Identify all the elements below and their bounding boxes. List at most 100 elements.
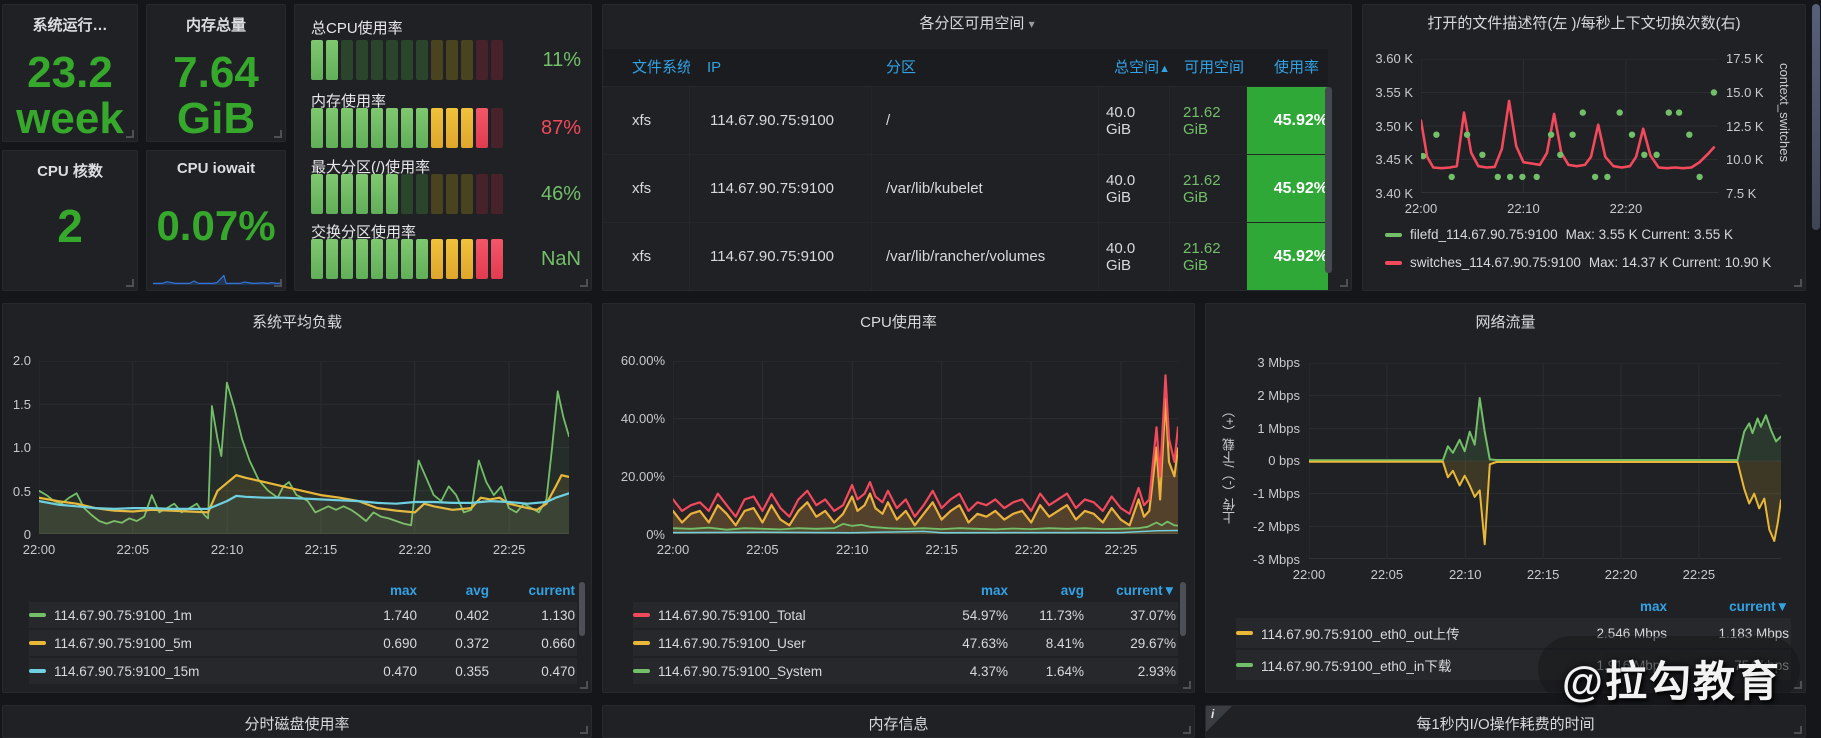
gauge-segment (416, 239, 428, 279)
y-tick-label: -3 Mbps (1253, 551, 1300, 567)
panel-title[interactable]: 网络流量 (1475, 314, 1536, 331)
legend-header-avg[interactable]: avg (465, 582, 489, 598)
gauge-segment (311, 174, 323, 214)
panel-title[interactable]: 各分区可用空间 ▾ (603, 12, 1351, 33)
series-name[interactable]: filefd_114.67.90.75:9100 (1410, 227, 1558, 242)
col-header-filesystem[interactable]: 文件系统 (603, 49, 692, 87)
col-header-available[interactable]: 可用空间 (1170, 49, 1247, 87)
legend-header-max[interactable]: max (980, 582, 1008, 598)
page-scrollbar[interactable] (1812, 4, 1820, 230)
x-axis: 22:00 22:05 22:10 22:15 22:20 22:25 (23, 542, 569, 558)
y-tick-label: 60.00% (620, 353, 665, 368)
series-name[interactable]: 114.67.90.75:9100_Total (633, 608, 934, 623)
panel-title[interactable]: 分时磁盘使用率 (244, 716, 350, 733)
dropdown-caret-icon[interactable]: ▾ (1028, 17, 1035, 31)
gauge-segment (461, 40, 473, 80)
legend-item: 114.67.90.75:9100_Total 54.97% 11.73% 37… (633, 602, 1178, 628)
cell-usage: 45.92% (1247, 155, 1328, 223)
series-name[interactable]: switches_114.67.90.75:9100 (1410, 255, 1581, 270)
gauge-segment (326, 40, 338, 80)
panel-title[interactable]: 系统平均负载 (251, 314, 342, 331)
x-tick-label: 22:15 (304, 542, 338, 557)
x-tick-label: 22:25 (492, 542, 526, 557)
y-axis-left: 60.00% 40.00% 20.00% 0% (603, 353, 665, 542)
panel-title[interactable]: CPU 核数 (37, 163, 103, 180)
series-name[interactable]: 114.67.90.75:9100_User (633, 636, 934, 651)
panel-filefd-switches: 打开的文件描述符(左 )/每秒上下文切换次数(右) 3.60 K 3.55 K 3.… (1362, 4, 1806, 291)
info-icon[interactable]: i (1211, 707, 1215, 721)
panel-uptime: 系统运行… 23.2 week (2, 4, 138, 142)
y-tick-label: -1 Mbps (1253, 486, 1300, 502)
gauge-label: 交换分区使用率 (311, 224, 417, 241)
gauge-segment (416, 40, 428, 80)
panel-title-text[interactable]: 各分区可用空间 (919, 15, 1025, 32)
series-name[interactable]: 114.67.90.75:9100_eth0_out上传 (1236, 623, 1551, 643)
gauge-segment (311, 40, 323, 80)
panel-info-corner[interactable] (1206, 706, 1232, 732)
legend: max avg current 114.67.90.75:9100_1m 1.7… (29, 580, 585, 686)
gauge-segment (326, 174, 338, 214)
table-scrollbar[interactable] (1325, 87, 1332, 273)
y-tick-label: 3.60 K (1375, 51, 1413, 66)
cell-ip: 114.67.90.75:9100 (690, 87, 872, 155)
x-tick-label: 22:20 (1609, 201, 1643, 216)
legend-avg: 11.73% (1039, 607, 1084, 623)
y-tick-label: 2 Mbps (1257, 387, 1300, 403)
plot-area (39, 361, 569, 534)
series-name[interactable]: 114.67.90.75:9100_eth0_in下载 (1236, 655, 1551, 675)
gauge-segment (356, 40, 368, 80)
gauge-segment (356, 239, 368, 279)
legend-header-current[interactable]: current (528, 582, 575, 598)
panel-title[interactable]: 每1秒内I/O操作耗费的时间 (1416, 716, 1595, 733)
table-row: xfs 114.67.90.75:9100 /var/lib/rancher/v… (603, 223, 1328, 290)
panel-title[interactable]: 打开的文件描述符(左 )/每秒上下文切换次数(右) (1427, 15, 1741, 32)
panel-title[interactable]: 内存信息 (868, 716, 929, 733)
legend-scrollbar[interactable] (579, 582, 585, 636)
gauge-bar-total-cpu (311, 40, 503, 80)
panel-partition-space: 各分区可用空间 ▾ 文件系统 IP 分区 总空间▲ 可用空间 使用率 xfs 1… (602, 4, 1352, 291)
panel-disk-usage: 分时磁盘使用率 (2, 705, 592, 738)
gauge-segment (446, 40, 458, 80)
legend-current: 1.130 (541, 607, 575, 623)
y-tick-label: 0% (646, 527, 665, 542)
panel-network-traffic: 网络流量 上传（-）/下载（+） 3 Mbps 2 Mbps 1 Mbps 0 bps… (1205, 303, 1806, 693)
col-header-usage[interactable]: 使用率 (1247, 49, 1328, 87)
series-name[interactable]: 114.67.90.75:9100_System (633, 664, 934, 679)
legend-header-max[interactable]: max (1639, 598, 1667, 614)
legend-max: 54.97% (962, 607, 1008, 623)
panel-title[interactable]: 系统运行… (32, 17, 108, 34)
cpu-cores-value: 2 (57, 200, 83, 252)
legend-header-current[interactable]: current▼ (1116, 582, 1176, 598)
gauge-segment (431, 108, 443, 148)
col-header-total[interactable]: 总空间▲ (1099, 49, 1170, 87)
col-header-ip[interactable]: IP (690, 49, 872, 87)
gauge-segment (371, 108, 383, 148)
legend-header-avg[interactable]: avg (1060, 582, 1084, 598)
gauge-segment (446, 174, 458, 214)
y-tick-label: 3.45 K (1375, 152, 1413, 168)
gauge-label: 总CPU使用率 (311, 20, 403, 37)
legend-current: 0.660 (541, 635, 575, 651)
gauge-segment (416, 174, 428, 214)
y-tick-label: 1 Mbps (1257, 420, 1300, 436)
cell-ip: 114.67.90.75:9100 (690, 155, 872, 223)
legend-header-max[interactable]: max (389, 582, 417, 598)
panel-title[interactable]: CPU使用率 (860, 314, 937, 331)
legend-scrollbar[interactable] (1180, 582, 1186, 636)
gauge-segment (341, 239, 353, 279)
table-row: xfs 114.67.90.75:9100 / 40.0 GiB 21.62 GiB… (603, 87, 1328, 155)
series-name[interactable]: 114.67.90.75:9100_1m (29, 608, 353, 623)
x-axis: 22:00 22:10 22:20 (1405, 201, 1718, 217)
col-header-partition[interactable]: 分区 (872, 49, 1099, 87)
panel-title[interactable]: CPU iowait (176, 160, 256, 177)
panel-title[interactable]: 内存总量 (185, 17, 246, 34)
series-name[interactable]: 114.67.90.75:9100_5m (29, 636, 353, 651)
cell-partition: /var/lib/kubelet (872, 155, 1099, 223)
gauge-segment (386, 239, 398, 279)
series-color-dash-icon (633, 641, 650, 645)
gauge-segment (491, 40, 503, 80)
legend-header-current[interactable]: current▼ (1729, 598, 1789, 614)
gauge-segment (371, 40, 383, 80)
gauge-segment (356, 108, 368, 148)
series-name[interactable]: 114.67.90.75:9100_15m (29, 664, 353, 679)
